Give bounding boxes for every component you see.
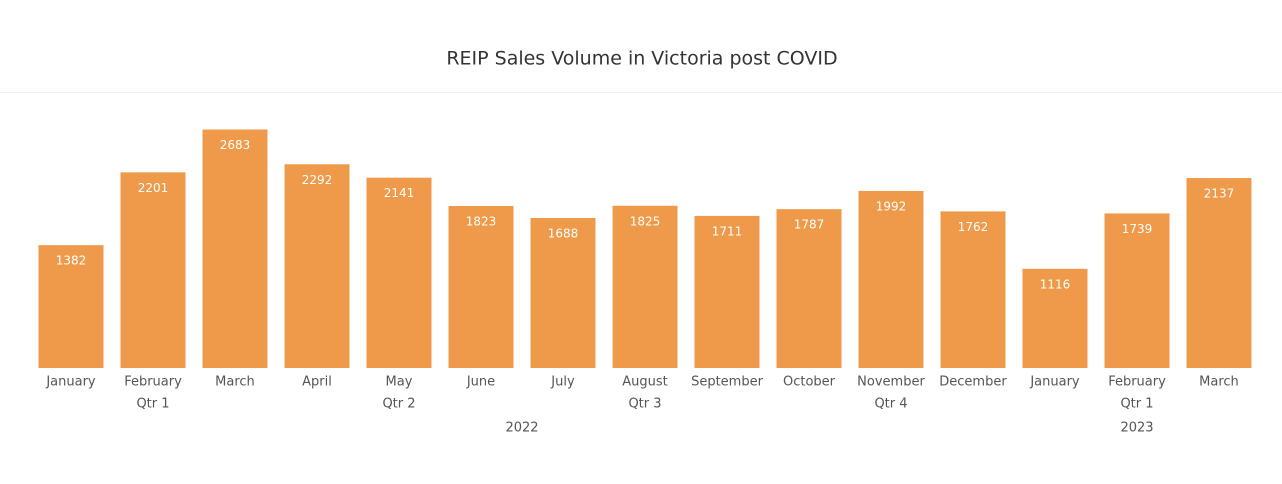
- bar: [284, 164, 350, 368]
- bar: [366, 177, 432, 368]
- bar: [1104, 213, 1170, 368]
- bar: [202, 129, 268, 368]
- data-label: 1739: [1122, 222, 1153, 236]
- data-label: 1762: [958, 220, 989, 234]
- x-tick-label: March: [215, 375, 255, 390]
- data-label: 1825: [630, 214, 661, 228]
- x-tick-label: March: [1199, 375, 1239, 390]
- quarter-label: Qtr 4: [874, 397, 907, 412]
- x-tick-label: April: [302, 375, 332, 390]
- bar: [612, 205, 678, 368]
- year-label: 2022: [505, 421, 538, 436]
- data-label: 2292: [302, 173, 333, 187]
- x-tick-label: May: [386, 375, 413, 390]
- data-label: 1787: [794, 218, 825, 232]
- bar: [1186, 178, 1252, 368]
- bar: [120, 172, 186, 368]
- data-label: 1823: [466, 214, 497, 228]
- bar: [530, 217, 596, 368]
- x-tick-label: July: [550, 375, 575, 390]
- data-label: 2683: [220, 138, 251, 152]
- x-tick-label: August: [622, 375, 668, 390]
- x-tick-label: June: [466, 375, 495, 390]
- data-label: 1688: [548, 226, 579, 240]
- x-tick-label: October: [783, 375, 836, 390]
- bar: [940, 211, 1006, 368]
- data-label: 2137: [1204, 187, 1235, 201]
- bar: [38, 245, 104, 368]
- bar: [776, 209, 842, 368]
- x-tick-label: February: [124, 375, 182, 390]
- quarter-label: Qtr 3: [628, 397, 661, 412]
- data-label: 1116: [1040, 277, 1071, 291]
- data-label: 2201: [138, 181, 169, 195]
- x-tick-label: December: [939, 375, 1007, 390]
- data-label: 2141: [384, 186, 415, 200]
- bar: [448, 205, 514, 368]
- x-tick-label: September: [691, 375, 764, 390]
- data-label: 1992: [876, 199, 907, 213]
- x-tick-label: January: [45, 375, 96, 390]
- quarter-label: Qtr 1: [1120, 397, 1153, 412]
- bar: [694, 215, 760, 368]
- bar: [1022, 268, 1088, 368]
- data-label: 1711: [712, 224, 743, 238]
- x-tick-label: January: [1029, 375, 1080, 390]
- bar: [858, 190, 924, 368]
- quarter-label: Qtr 2: [382, 397, 415, 412]
- x-tick-label: February: [1108, 375, 1166, 390]
- data-label: 1382: [56, 254, 87, 268]
- x-tick-label: November: [857, 375, 925, 390]
- quarter-label: Qtr 1: [136, 397, 169, 412]
- year-label: 2023: [1120, 421, 1153, 436]
- chart-title: REIP Sales Volume in Victoria post COVID: [446, 48, 837, 70]
